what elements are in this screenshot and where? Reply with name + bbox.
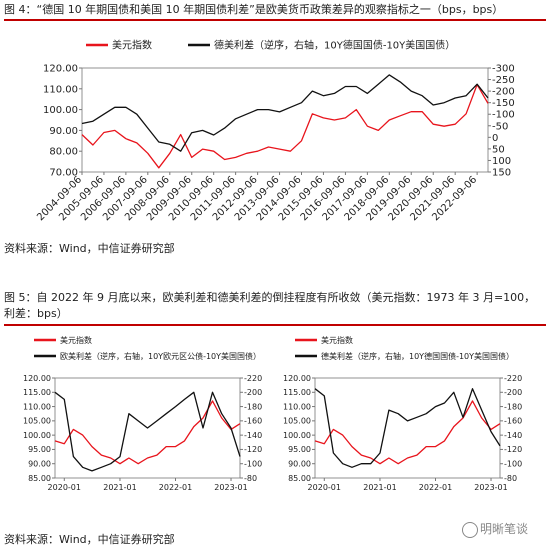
y2-tick-label: -140 <box>244 431 262 440</box>
y2-tick-label: -120 <box>504 445 522 454</box>
y-tick-label: 115.00 <box>283 388 311 397</box>
y2-tick-label: -160 <box>244 417 262 426</box>
y-tick-label: 110.00 <box>23 402 51 411</box>
y2-tick-label: -80 <box>504 474 517 483</box>
y2-tick-label: -160 <box>504 417 522 426</box>
source-note: 资料来源：Wind，中信证券研究部 <box>4 533 175 546</box>
x-tick-label: 2022-01 <box>159 483 192 492</box>
y2-tick-label: -200 <box>504 388 522 397</box>
x-tick-label: 2023-01 <box>214 483 247 492</box>
x-tick-label: 2020-01 <box>308 483 341 492</box>
y-tick-label: 110.00 <box>43 84 78 95</box>
y-tick-label: 110.00 <box>283 402 311 411</box>
caption-rule <box>4 324 546 326</box>
y2-tick-label: -220 <box>244 374 262 383</box>
y-tick-label: 85.00 <box>288 474 311 483</box>
y2-tick-label: -120 <box>244 445 262 454</box>
y2-tick-label: -200 <box>244 388 262 397</box>
series-line <box>54 400 241 465</box>
y2-tick-label: -250 <box>492 75 515 86</box>
y-tick-label: 90.00 <box>288 460 311 469</box>
y-tick-label: 80.00 <box>49 147 78 158</box>
y2-tick-label: 150 <box>492 168 511 179</box>
legend-label: 美元指数 <box>60 335 92 345</box>
plot-frame <box>314 377 501 479</box>
x-tick-label: 2021-01 <box>363 483 396 492</box>
chart: 120.00 115.00 110.00 105.00 100.00 95.00 90.00… <box>23 335 262 492</box>
y-tick-label: 95.00 <box>28 445 51 454</box>
y2-tick-label: -80 <box>244 474 257 483</box>
y-tick-label: 90.00 <box>49 126 78 137</box>
y-tick-label: 115.00 <box>23 388 51 397</box>
y-tick-label: 100.00 <box>43 105 78 116</box>
figure-caption: 图 5：自 2022 年 9 月底以来，欧美利差和德美利差的倒挂程度有所收敛（美… <box>4 291 536 320</box>
legend-label: 美元指数 <box>112 39 152 52</box>
y-tick-label: 105.00 <box>23 417 51 426</box>
series-line <box>314 400 501 465</box>
watermark: 明晰笔谈 <box>480 522 529 536</box>
y2-tick-label: -220 <box>504 374 522 383</box>
legend-label: 欧美利差（逆序，右轴，10Y欧元区公债-10Y美国国债） <box>60 351 261 361</box>
legend-label: 美元指数 <box>321 335 353 345</box>
y2-tick-label: -100 <box>244 460 262 469</box>
plot-frame <box>54 377 241 479</box>
series-line <box>81 74 489 152</box>
x-tick-label: 2023-01 <box>474 483 507 492</box>
y2-tick-label: -100 <box>504 460 522 469</box>
y-tick-label: 90.00 <box>28 460 51 469</box>
x-tick-label: 2022-01 <box>419 483 452 492</box>
y-tick-label: 120.00 <box>43 64 78 75</box>
y2-tick-label: -200 <box>492 87 515 98</box>
y-tick-label: 120.00 <box>23 374 51 383</box>
figure-caption: 图 4：“德国 10 年期国债和美国 10 年期国债利差”是欧美货币政策差异的观… <box>4 3 504 16</box>
y2-tick-label: -50 <box>492 121 508 132</box>
y-tick-label: 70.00 <box>49 168 78 179</box>
caption-rule <box>4 19 546 21</box>
y-tick-label: 120.00 <box>283 374 311 383</box>
y2-tick-label: -100 <box>492 110 515 121</box>
chart: 120.00 110.00 100.00 90.00 80.00 70.00 -300-25… <box>35 39 515 224</box>
chart: 120.00 115.00 110.00 105.00 100.00 95.00 90.00… <box>283 335 522 492</box>
series-line <box>81 83 489 169</box>
y-tick-label: 95.00 <box>288 445 311 454</box>
y-tick-label: 105.00 <box>283 417 311 426</box>
plot-frame <box>81 67 489 173</box>
x-tick-label: 2020-01 <box>48 483 81 492</box>
y2-tick-label: 100 <box>492 156 511 167</box>
y-tick-label: 100.00 <box>23 431 51 440</box>
y2-tick-label: -180 <box>504 402 522 411</box>
y2-tick-label: 50 <box>492 144 505 155</box>
y2-tick-label: -150 <box>492 98 515 109</box>
y2-tick-label: -140 <box>504 431 522 440</box>
y-tick-label: 85.00 <box>28 474 51 483</box>
legend-label: 德美利差（逆序，右轴，10Y德国国债-10Y美国国债） <box>321 351 514 361</box>
legend-label: 德美利差（逆序，右轴，10Y德国国债-10Y美国国债） <box>214 39 455 52</box>
y2-tick-label: -180 <box>244 402 262 411</box>
y2-tick-label: 0 <box>492 133 498 144</box>
series-line <box>54 391 241 472</box>
x-tick-label: 2021-01 <box>103 483 136 492</box>
series-line <box>314 388 501 468</box>
watermark-icon <box>462 522 478 538</box>
source-note: 资料来源：Wind，中信证券研究部 <box>4 242 175 255</box>
y2-tick-label: -300 <box>492 64 515 75</box>
y-tick-label: 100.00 <box>283 431 311 440</box>
